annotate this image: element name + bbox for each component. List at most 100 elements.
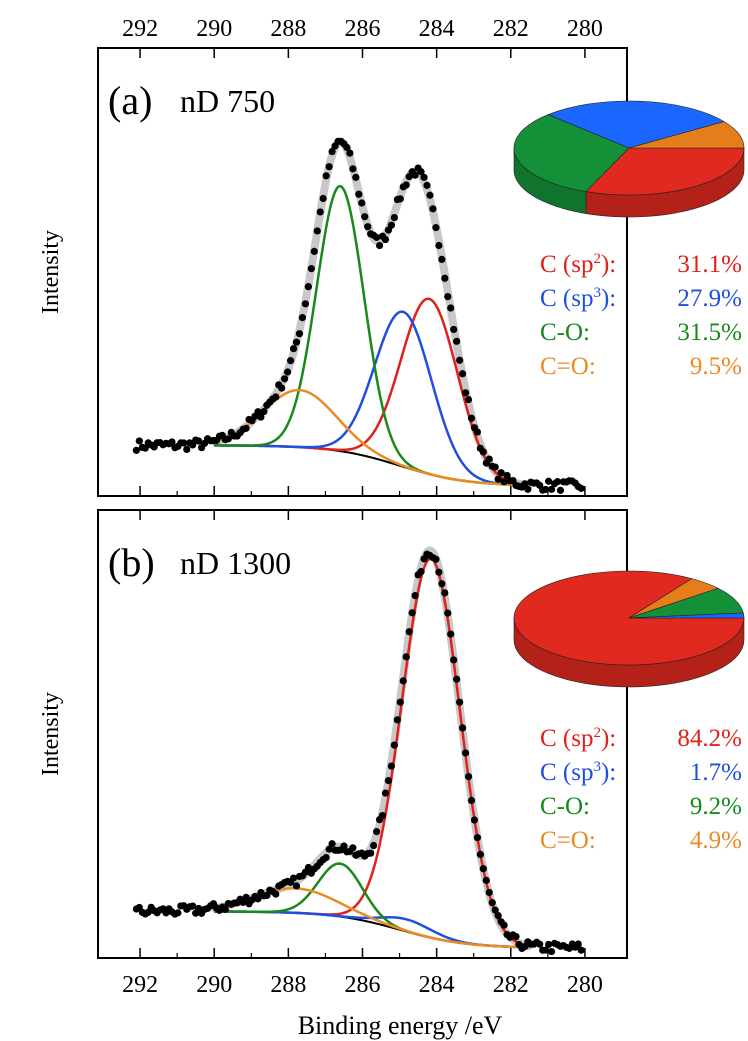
- data-point: [435, 568, 443, 576]
- data-point: [361, 213, 369, 221]
- data-point: [545, 477, 553, 485]
- pie-slice-pie_co: [513, 114, 630, 192]
- data-point: [542, 946, 550, 954]
- x-tick-label-bottom: 288: [270, 972, 306, 998]
- y-axis-label: Intensity: [38, 692, 64, 776]
- x-tick-label-top: 282: [493, 16, 529, 42]
- legend: C (sp2): 31.1% C (sp3): 27.9% C-O: 31.5% C=O: 9…: [540, 251, 742, 380]
- data-point: [384, 777, 393, 785]
- x-tick-label-top: 284: [419, 16, 455, 42]
- data-point: [536, 940, 544, 948]
- data-point: [426, 191, 434, 199]
- panel-label: (a): [108, 78, 152, 123]
- data-point: [485, 888, 493, 897]
- data-point: [272, 890, 280, 898]
- data-point: [553, 478, 562, 486]
- envelope-fit: [210, 546, 534, 950]
- data-point: [289, 874, 298, 882]
- data-point: [349, 844, 357, 852]
- legend-label-co: C-O:: [540, 319, 590, 346]
- data-point: [132, 446, 140, 454]
- data-point: [381, 235, 390, 244]
- data-point: [450, 325, 458, 334]
- y-axis-label: Intensity: [38, 230, 64, 314]
- data-point: [393, 716, 401, 724]
- data-point: [432, 555, 440, 563]
- x-axis-label: Binding energy /eV: [298, 1011, 503, 1040]
- data-point: [467, 796, 476, 805]
- data-point: [405, 628, 413, 636]
- data-point: [556, 486, 565, 494]
- data-point: [284, 368, 292, 376]
- data-point: [476, 850, 484, 859]
- data-point: [180, 439, 188, 447]
- x-tick-label-bottom: 286: [345, 972, 381, 998]
- data-point: [340, 842, 348, 850]
- sample-label: nD 1300: [180, 545, 291, 581]
- legend-label-sp2: C (sp2):: [540, 251, 616, 278]
- data-point: [135, 437, 143, 445]
- data-point: [408, 609, 416, 617]
- data-point: [328, 147, 336, 156]
- data-point: [257, 413, 265, 421]
- data-point: [295, 330, 304, 338]
- data-point: [447, 304, 455, 312]
- data-point: [390, 214, 398, 222]
- data-point: [310, 247, 318, 255]
- x-tick-label-top: 286: [345, 16, 381, 42]
- data-point: [444, 292, 452, 301]
- x-tick-label-top: 280: [567, 16, 603, 42]
- panel-b: 292 290 288 286 284 282 280 Intensity (b) nD 1300…: [38, 509, 745, 998]
- data-point: [441, 589, 449, 597]
- data-point: [470, 816, 479, 824]
- data-point: [378, 811, 387, 820]
- data-point: [316, 208, 324, 216]
- data-point: [429, 205, 437, 213]
- legend-value-co: 31.5%: [677, 319, 742, 346]
- sample-label: nD 750: [180, 83, 275, 119]
- pie-slice-pie_sp3: [628, 612, 745, 619]
- data-point: [512, 933, 520, 941]
- data-point: [574, 940, 582, 948]
- data-point: [464, 773, 473, 781]
- data-point: [396, 195, 404, 203]
- data-point: [304, 863, 312, 872]
- data-point: [349, 165, 357, 173]
- data-point: [358, 199, 366, 207]
- data-point: [491, 463, 499, 471]
- x-tick-label-bottom: 292: [122, 972, 158, 998]
- legend-label-sp3: C (sp3):: [540, 759, 616, 786]
- data-point: [485, 455, 493, 463]
- component-sp2: [214, 557, 530, 948]
- data-point: [479, 865, 487, 873]
- data-point: [387, 221, 396, 229]
- data-point: [307, 265, 315, 273]
- pie-chart: [513, 100, 745, 218]
- data-point: [435, 241, 443, 250]
- legend-value-c_eq_o: 4.9%: [690, 827, 742, 854]
- data-point: [577, 946, 585, 954]
- data-point: [473, 834, 482, 842]
- data-point: [447, 630, 455, 638]
- data-point: [491, 906, 499, 914]
- data-point: [467, 414, 476, 422]
- data-point: [453, 675, 461, 683]
- legend-label-c_eq_o: C=O:: [540, 353, 596, 380]
- data-point: [242, 424, 250, 432]
- data-point: [390, 741, 398, 749]
- data-point: [254, 408, 262, 416]
- data-point: [141, 444, 149, 452]
- x-tick-label-bottom: 290: [196, 972, 232, 998]
- data-point: [346, 149, 354, 157]
- legend-label-co: C-O:: [540, 793, 590, 820]
- data-point: [438, 580, 446, 588]
- component-sp3: [214, 310, 530, 487]
- panel-a: 292 290 288 286 284 282 280 Intensity (a) nD 750 C…: [38, 16, 745, 497]
- x-tick-label-top: 288: [270, 16, 306, 42]
- data-point: [547, 485, 556, 493]
- data-point: [375, 241, 384, 250]
- data-point: [461, 389, 470, 397]
- data-point: [224, 435, 232, 443]
- data-point: [367, 849, 375, 857]
- data-point: [417, 168, 425, 176]
